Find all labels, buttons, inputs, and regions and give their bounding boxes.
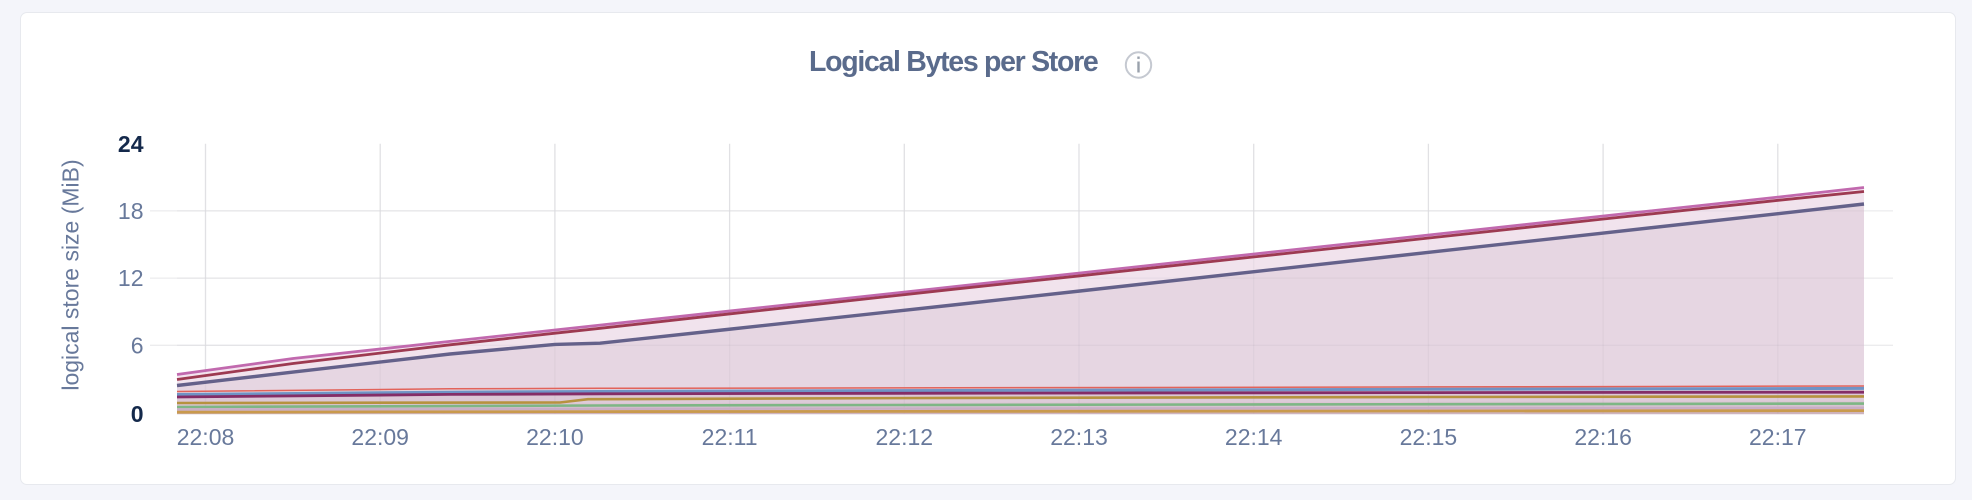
svg-text:22:08: 22:08 [177,424,235,450]
svg-text:logical store size (MiB): logical store size (MiB) [58,159,84,390]
svg-text:6: 6 [131,332,144,358]
svg-text:22:09: 22:09 [351,424,409,450]
svg-text:22:13: 22:13 [1050,424,1108,450]
svg-text:22:12: 22:12 [876,424,934,450]
svg-text:24: 24 [118,131,144,157]
svg-text:22:16: 22:16 [1574,424,1632,450]
svg-text:22:17: 22:17 [1749,424,1807,450]
svg-text:22:14: 22:14 [1225,424,1283,450]
svg-text:18: 18 [118,198,144,224]
svg-text:22:11: 22:11 [702,424,758,450]
svg-text:22:10: 22:10 [526,424,584,450]
svg-text:12: 12 [118,265,144,291]
svg-text:0: 0 [131,401,144,427]
svg-text:22:15: 22:15 [1400,424,1458,450]
